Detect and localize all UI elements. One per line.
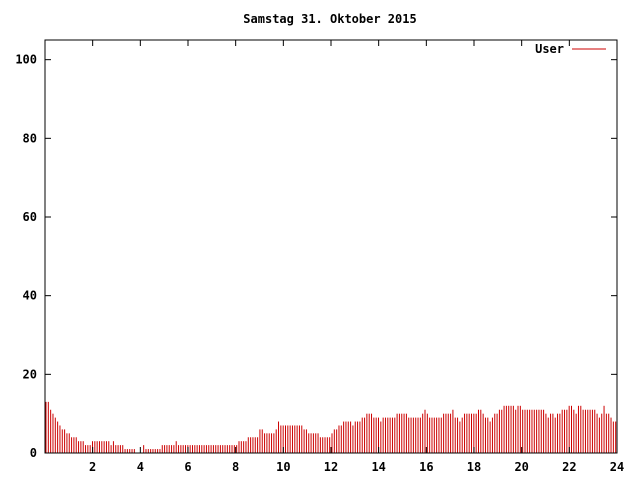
y-tick-label: 20	[23, 367, 37, 381]
x-tick-label: 20	[514, 460, 528, 474]
x-tick-label: 14	[371, 460, 385, 474]
x-tick-label: 10	[276, 460, 290, 474]
x-tick-label: 12	[324, 460, 338, 474]
y-tick-label: 80	[23, 131, 37, 145]
x-tick-label: 4	[137, 460, 144, 474]
x-tick-label: 18	[467, 460, 481, 474]
x-tick-label: 16	[419, 460, 433, 474]
x-tick-label: 22	[562, 460, 576, 474]
x-tick-label: 8	[232, 460, 239, 474]
x-tick-label: 6	[184, 460, 191, 474]
plot-border	[44, 39, 618, 454]
x-tick-label: 24	[610, 460, 624, 474]
chart-title: Samstag 31. Oktober 2015	[243, 12, 416, 26]
legend: User	[535, 42, 606, 56]
y-tick-label: 0	[30, 446, 37, 460]
y-axis: 0 20 40 60 80 100	[15, 53, 617, 460]
legend-label: User	[535, 42, 564, 56]
x-axis: 2 4 6 8 10 12 14 16 18 20 22 24	[89, 40, 624, 474]
y-tick-label: 100	[15, 53, 37, 67]
y-tick-label: 40	[23, 289, 37, 303]
y-tick-label: 60	[23, 210, 37, 224]
bars-group	[45, 401, 617, 453]
x-tick-label: 2	[89, 460, 96, 474]
